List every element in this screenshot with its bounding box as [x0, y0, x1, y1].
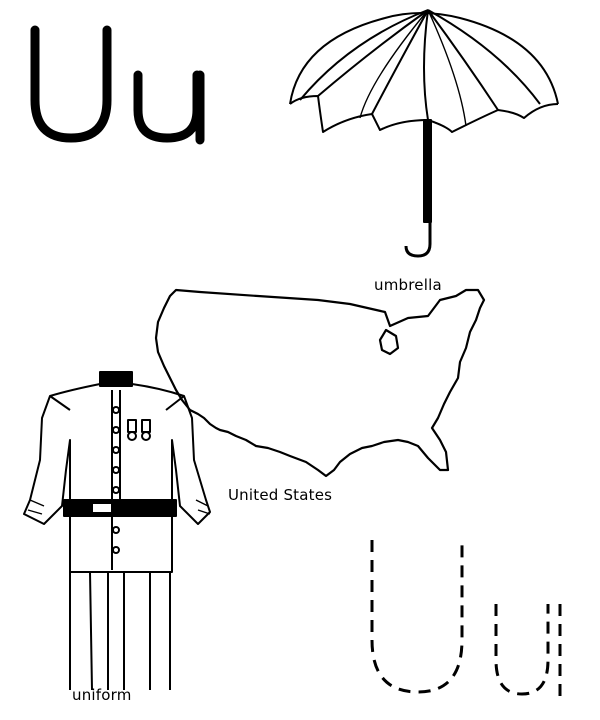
umbrella-label: umbrella — [374, 276, 442, 294]
tracing-letters-uu — [370, 540, 562, 700]
header-capital-u — [30, 25, 112, 143]
united-states-map-icon — [154, 288, 486, 478]
tracing-capital-u — [370, 540, 464, 694]
umbrella-icon — [289, 9, 559, 258]
uniform-label: uniform — [72, 686, 132, 704]
tracing-lowercase-u — [494, 604, 562, 700]
header-lowercase-u — [133, 70, 205, 145]
header-letters-uu — [30, 25, 205, 145]
uniform-icon — [23, 371, 211, 691]
united-states-label: United States — [228, 486, 333, 504]
